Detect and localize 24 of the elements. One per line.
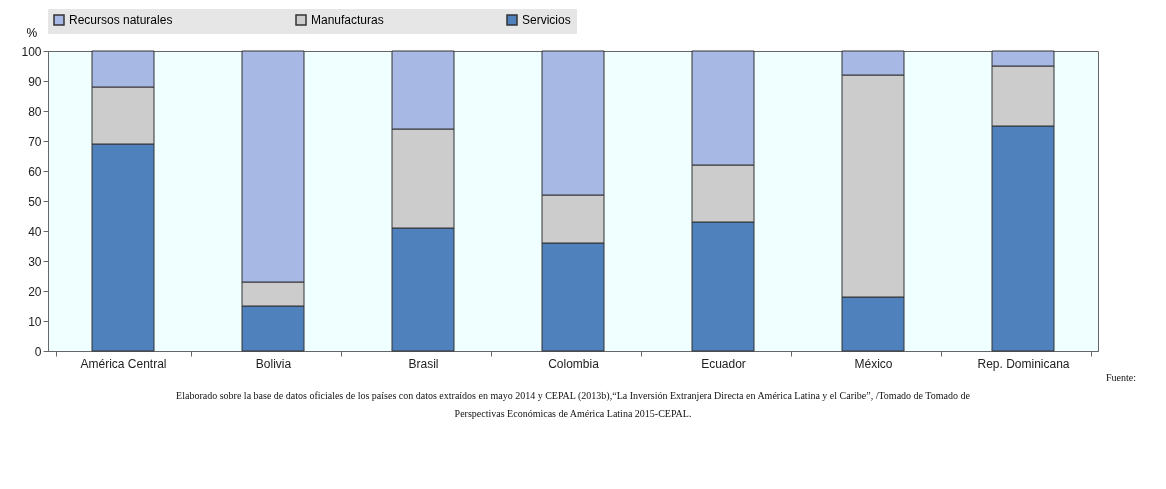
x-tick-label: Rep. Dominicana (977, 356, 1070, 371)
y-tick-label: 70 (28, 134, 42, 149)
y-tick-label: 10 (28, 314, 42, 329)
x-tick-label: Colombia (548, 356, 600, 371)
y-tick-label: 90 (28, 74, 42, 89)
y-tick-label: 60 (28, 164, 42, 179)
x-tick-label: México (854, 356, 893, 371)
legend-label: Servicios (522, 13, 571, 27)
x-tick-label: Brasil (408, 356, 439, 371)
x-tick-label: Ecuador (701, 356, 746, 371)
y-tick-label: 20 (28, 284, 42, 299)
y-tick-label: 80 (28, 104, 42, 119)
source-note: Fuente: (1106, 372, 1136, 383)
y-tick-label: 100 (21, 44, 42, 59)
legend-label: Recursos naturales (69, 13, 173, 27)
y-tick-label: 0 (34, 344, 42, 359)
y-tick-label: 50 (28, 194, 42, 209)
x-tick-label: América Central (80, 356, 167, 371)
legend-label: Manufacturas (311, 13, 384, 27)
text: Elaborado sobre la base de datos oficiales de los países con datos extraídos en mayo 2014 y CEPAL (2013b),“La Inversión Extranjera Directa en América Latina y el Caribe”, /Tomado de Tomado de Perspectivas Económicas de América Latina 2015-CEPAL. (176, 390, 971, 419)
y-tick-label: 30 (28, 254, 42, 269)
y-axis-title: % (26, 25, 38, 40)
y-tick-label: 40 (28, 224, 42, 239)
x-tick-label: Bolivia (255, 356, 292, 371)
